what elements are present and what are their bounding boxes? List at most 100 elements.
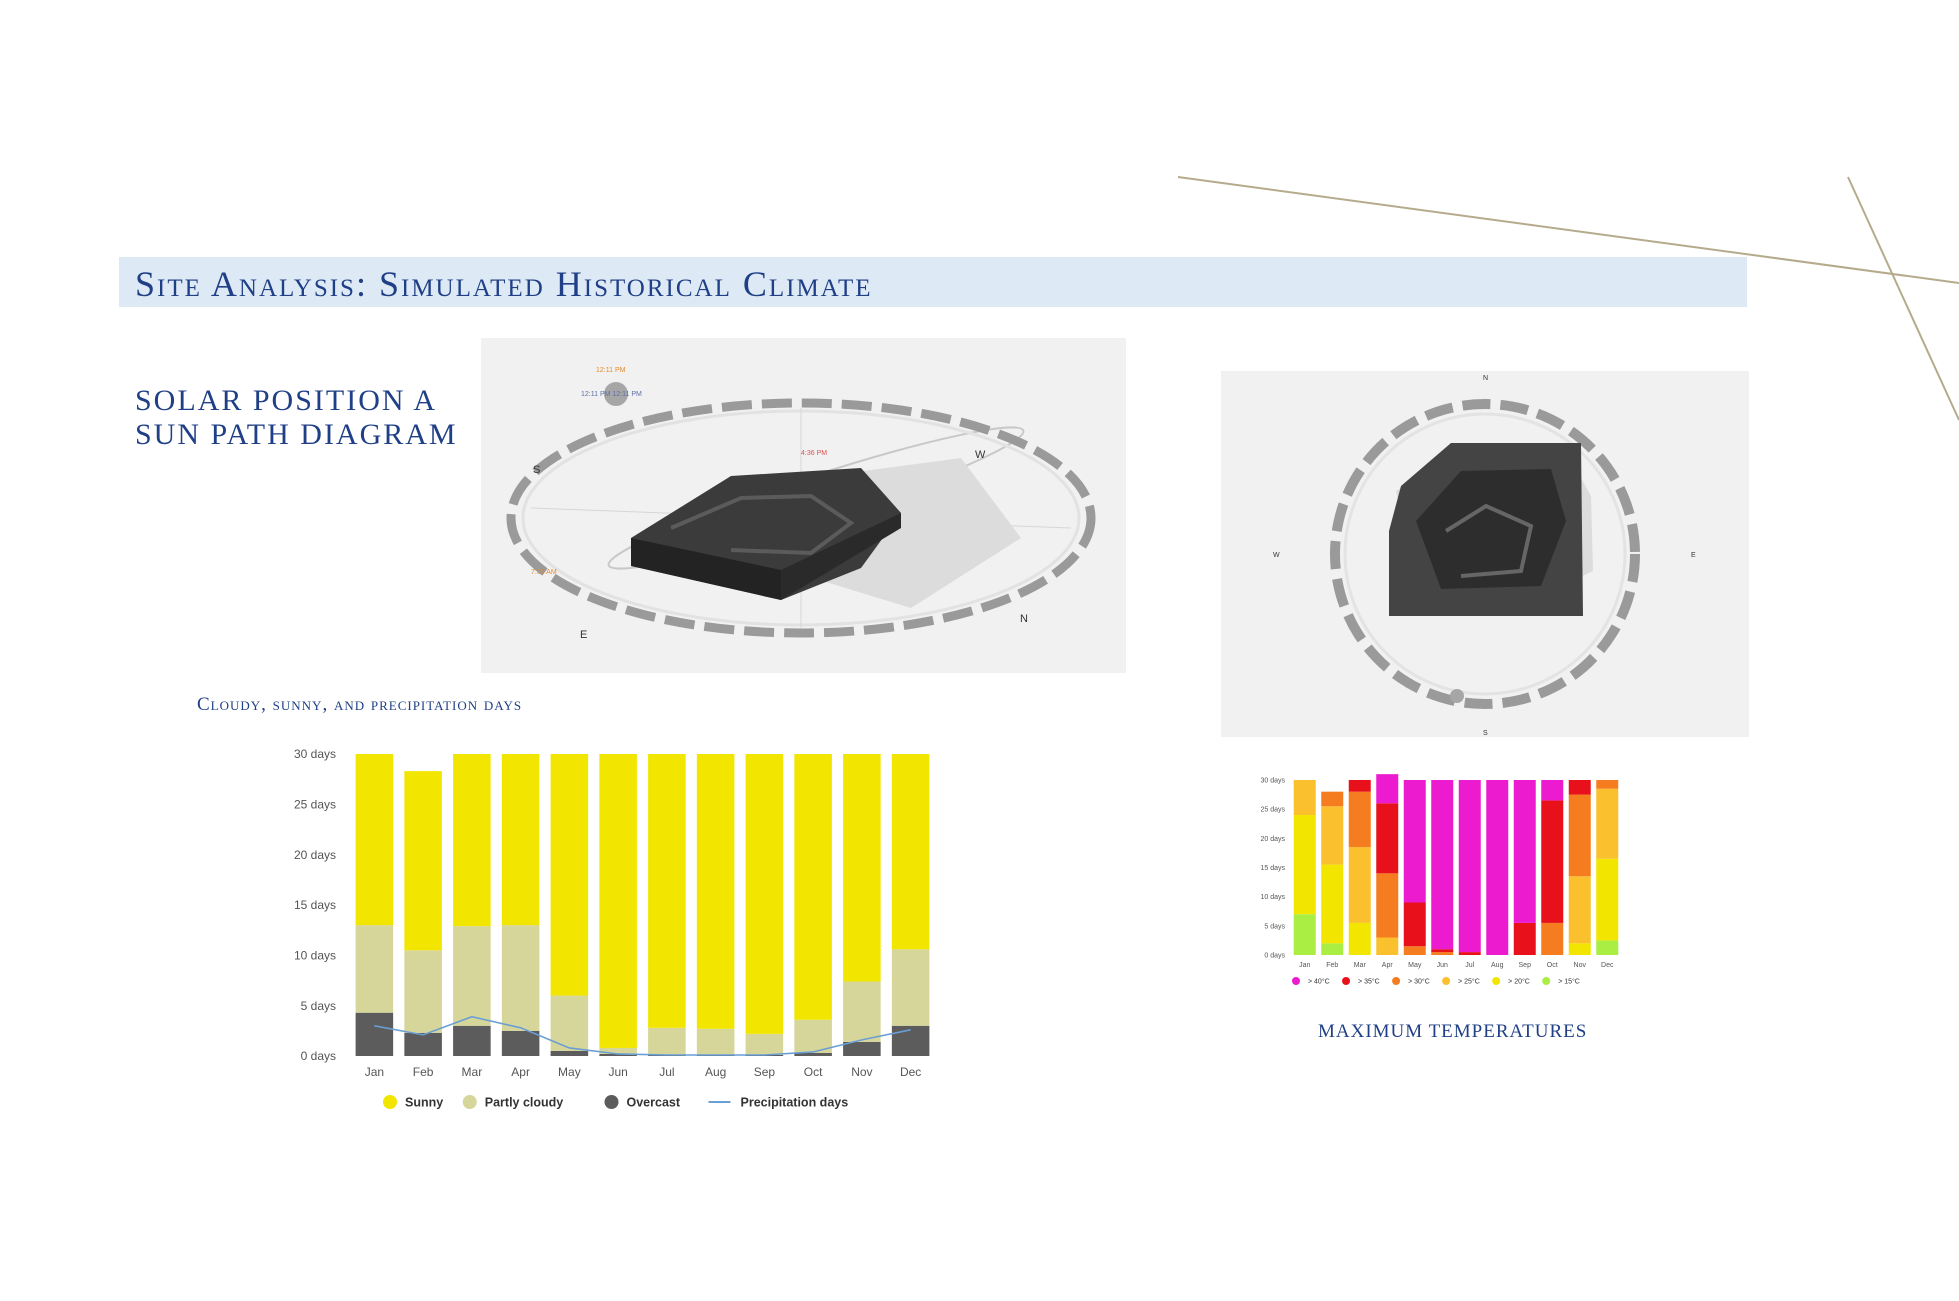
bar-segment: [1293, 914, 1316, 955]
bar-segment: [1486, 780, 1509, 955]
x-tick-label: Apr: [511, 1065, 530, 1079]
x-tick-label: Oct: [804, 1065, 823, 1079]
legend-label: Partly cloudy: [485, 1095, 564, 1109]
time-label-1: 12:11 PM: [596, 367, 626, 374]
bar-segment: [1596, 940, 1619, 955]
bar-segment: [501, 925, 540, 1031]
x-tick-label: Sep: [1519, 962, 1532, 969]
bar-segment: [1541, 780, 1564, 801]
bar-segment: [453, 1025, 491, 1056]
plan-compass-n: N: [1483, 375, 1488, 382]
bar-segment: [891, 949, 930, 1026]
bar-segment: [794, 1052, 832, 1056]
y-tick-label: 25 days: [294, 798, 336, 812]
legend-label: > 25°C: [1458, 977, 1480, 985]
x-tick-label: Dec: [1601, 962, 1614, 969]
bar-segment: [550, 1050, 589, 1056]
title-band: Site Analysis: Simulated Historical Clim…: [119, 257, 1747, 307]
legend-swatch: [1442, 977, 1451, 985]
bar-segment: [1403, 946, 1426, 955]
bar-segment: [1321, 864, 1344, 944]
legend-swatch: [462, 1095, 477, 1109]
bar-segment: [648, 1027, 686, 1055]
plan-compass-s: S: [1483, 730, 1488, 737]
bar-segment: [1376, 803, 1399, 874]
time-label-2: 12:11 PM 12:11 PM: [581, 391, 642, 398]
y-tick-label: 30 days: [294, 747, 336, 761]
bar-segment: [1596, 780, 1619, 789]
bar-segment: [1376, 873, 1399, 938]
x-tick-label: Aug: [705, 1065, 726, 1079]
bar-segment: [1348, 791, 1371, 848]
x-tick-label: Apr: [1382, 962, 1394, 969]
x-tick-label: Mar: [1354, 962, 1367, 969]
bar-segment: [355, 1012, 394, 1056]
legend-swatch: [1492, 977, 1501, 985]
bar-segment: [1568, 780, 1591, 795]
bar-segment: [1403, 780, 1426, 903]
bar-segment: [696, 754, 735, 1029]
bar-segment: [1348, 847, 1371, 923]
bar-segment: [1568, 794, 1591, 877]
bar-segment: [404, 950, 442, 1033]
x-tick-label: Jul: [1465, 962, 1474, 969]
y-tick-label: 20 days: [294, 848, 336, 862]
time-label-4: 7:06 AM: [531, 569, 557, 576]
bar-segment: [1293, 780, 1316, 815]
y-tick-label: 0 days: [1264, 952, 1285, 959]
bar-segment: [1596, 858, 1619, 941]
temp-chart: 0 days 5 days 10 days 15 days 20 days 25 days…: [1260, 774, 1619, 985]
legend-label: > 40°C: [1308, 977, 1330, 985]
x-tick-label: Nov: [851, 1065, 872, 1079]
sun-path-plan-image: N S W E: [1221, 371, 1749, 737]
legend-label: Sunny: [405, 1095, 443, 1109]
solar-title-line1: SOLAR POSITION A: [135, 384, 438, 417]
bar-segment: [501, 1030, 540, 1056]
bar-segment: [1376, 774, 1399, 804]
bar-segment: [1596, 788, 1619, 859]
bar-segment: [1568, 876, 1591, 944]
legend-swatch: [604, 1095, 619, 1109]
sun-path-3d-image: 12:11 PM 12:11 PM 12:11 PM 4:36 PM 7:06 …: [481, 338, 1126, 673]
x-tick-label: Jun: [608, 1065, 627, 1079]
bar-segment: [1348, 922, 1371, 955]
y-tick-label: 15 days: [294, 898, 336, 912]
precipitation-line: [374, 1015, 911, 1056]
y-tick-label: 15 days: [1260, 865, 1285, 872]
x-tick-label: Dec: [900, 1065, 921, 1079]
compass-e: E: [580, 629, 587, 641]
sun-path-plan-drawing: N S W E: [1273, 375, 1696, 737]
bar-segment: [404, 771, 442, 951]
bar-segment: [1321, 791, 1344, 807]
cloud-chart: 0 days 5 days 10 days 15 days 20 days 25 days…: [294, 747, 930, 1109]
compass-ring: [506, 398, 1096, 638]
plan-compass-e: E: [1691, 552, 1696, 559]
bar-segment: [794, 754, 832, 1020]
bar-segment: [1321, 806, 1344, 865]
temp-chart-heading: MAXIMUM TEMPERATURES: [1318, 1021, 1588, 1042]
bar-segment: [1348, 780, 1371, 792]
x-tick-label: Nov: [1574, 962, 1587, 969]
legend-label: Overcast: [627, 1095, 681, 1109]
compass-n: N: [1020, 613, 1028, 625]
x-tick-label: Feb: [413, 1065, 434, 1079]
time-label-3: 4:36 PM: [801, 450, 827, 457]
y-tick-label: 5 days: [301, 999, 336, 1013]
bar-segment: [843, 1041, 881, 1056]
x-tick-label: Oct: [1547, 962, 1558, 969]
bar-segment: [1458, 952, 1481, 955]
y-tick-label: 0 days: [301, 1049, 336, 1063]
page-title: Site Analysis: Simulated Historical Clim…: [135, 264, 873, 304]
legend-label: Precipitation days: [741, 1095, 849, 1109]
sun-path-3d-drawing: 12:11 PM 12:11 PM 12:11 PM 4:36 PM 7:06 …: [506, 367, 1096, 641]
x-tick-label: May: [558, 1065, 581, 1079]
bar-segment: [794, 1019, 832, 1053]
legend-swatch: [1342, 977, 1351, 985]
bar-segment: [745, 1033, 784, 1055]
bar-segment: [1431, 952, 1454, 955]
compass-w: W: [975, 449, 986, 461]
legend-swatch: [383, 1095, 397, 1109]
plan-compass-ring: [1330, 399, 1640, 709]
y-tick-label: 10 days: [1260, 894, 1285, 901]
